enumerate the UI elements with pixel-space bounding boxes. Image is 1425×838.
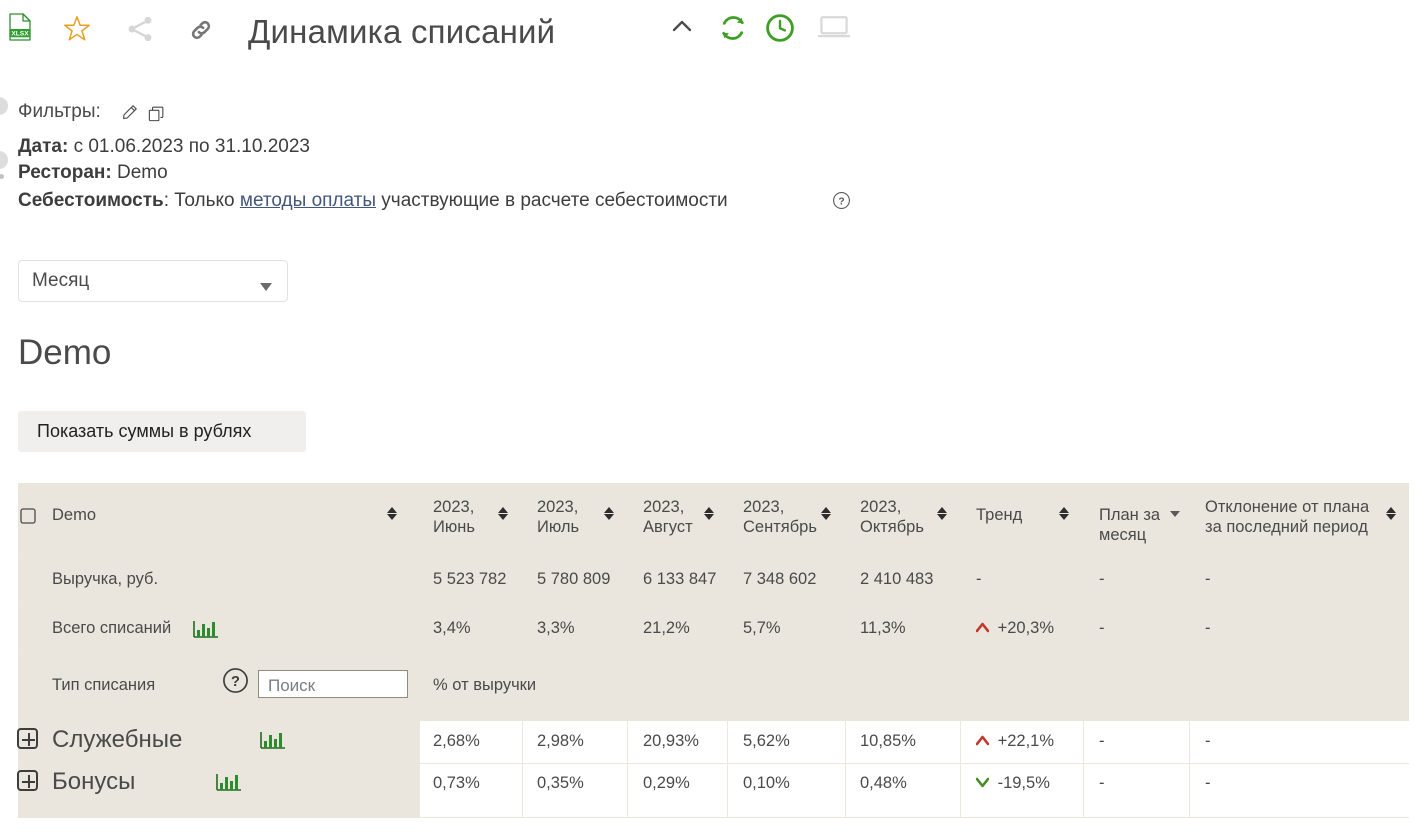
svg-text:?: ?	[838, 196, 844, 207]
svg-text:XLSX: XLSX	[11, 31, 29, 38]
svg-text:?: ?	[231, 674, 240, 690]
